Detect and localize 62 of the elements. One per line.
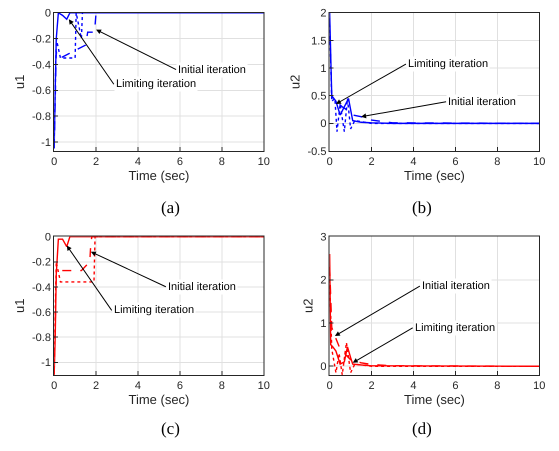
text: (c) <box>161 419 180 438</box>
annotation: Limiting iteration <box>408 58 488 70</box>
y-tick-label: -0.4 <box>32 59 51 72</box>
y-tick-label: -0.6 <box>32 306 51 319</box>
y-tick-label: 2 <box>320 274 326 287</box>
annotation: Initial iteration <box>448 96 516 108</box>
annotation: Initial iteration <box>422 280 490 292</box>
x-tick-label: 10 <box>533 156 546 168</box>
annotation: Limiting iteration <box>415 322 496 334</box>
x-tick-label: 8 <box>494 156 500 168</box>
y-axis-title: u2 <box>300 298 316 314</box>
x-tick-label: 2 <box>93 380 100 392</box>
x-tick-label: 6 <box>452 380 458 392</box>
x-tick-label: 4 <box>410 380 417 392</box>
y-tick-label: -0.8 <box>32 110 51 123</box>
x-tick-label: 10 <box>533 380 546 392</box>
x-tick-label: 6 <box>176 156 183 168</box>
y-axis-title: u1 <box>12 298 27 314</box>
annotation: Limiting iteration <box>114 304 194 316</box>
x-tick-label: 2 <box>368 380 375 392</box>
x-tick-label: 8 <box>218 156 225 168</box>
y-tick-label: -0.6 <box>32 85 51 98</box>
y-tick-label: -1 <box>41 136 51 149</box>
text: (d) <box>412 419 432 438</box>
y-tick-label: 0.5 <box>311 90 326 103</box>
x-tick-label: 4 <box>134 156 142 168</box>
x-tick-label: 10 <box>258 380 270 392</box>
x-tick-label: 4 <box>410 156 417 168</box>
y-tick-label: -1 <box>41 357 51 370</box>
annotation: Limiting iteration <box>116 78 196 90</box>
x-tick-label: 4 <box>134 380 142 392</box>
annotation: Initial iteration <box>168 281 236 293</box>
y-tick-label: 0 <box>320 361 326 374</box>
x-tick-label: 6 <box>176 380 183 392</box>
text: (b) <box>412 198 432 217</box>
x-tick-label: 2 <box>93 156 100 168</box>
x-axis-title: Time (sec) <box>404 168 465 184</box>
x-tick-label: 10 <box>258 156 270 168</box>
x-tick-label: 6 <box>452 156 458 168</box>
y-tick-label: -0.2 <box>32 256 51 269</box>
y-tick-label: -0.4 <box>32 282 51 294</box>
y-tick-label: 0 <box>44 8 51 20</box>
x-axis-title: Time (sec) <box>404 392 465 408</box>
y-tick-label: 1 <box>320 318 326 330</box>
x-tick-label: 2 <box>368 156 375 168</box>
y-tick-label: 3 <box>320 232 326 244</box>
y-tick-label: 1.5 <box>311 35 326 48</box>
x-axis-title: Time (sec) <box>128 168 190 184</box>
y-tick-label: 2 <box>320 8 326 20</box>
y-axis-title: u1 <box>12 74 27 90</box>
y-tick-label: -0.2 <box>32 33 51 46</box>
y-tick-label: 1 <box>320 62 326 75</box>
x-tick-label: 8 <box>494 380 500 392</box>
y-axis-title: u2 <box>287 74 302 90</box>
annotation: Initial iteration <box>178 64 246 76</box>
x-tick-label: 8 <box>218 380 225 392</box>
x-axis-title: Time (sec) <box>128 392 190 408</box>
y-tick-label: -0.5 <box>307 146 326 158</box>
text: (a) <box>161 198 180 217</box>
y-tick-label: -0.8 <box>32 332 51 344</box>
y-tick-label: 0 <box>44 232 51 244</box>
y-tick-label: 0 <box>320 118 326 130</box>
